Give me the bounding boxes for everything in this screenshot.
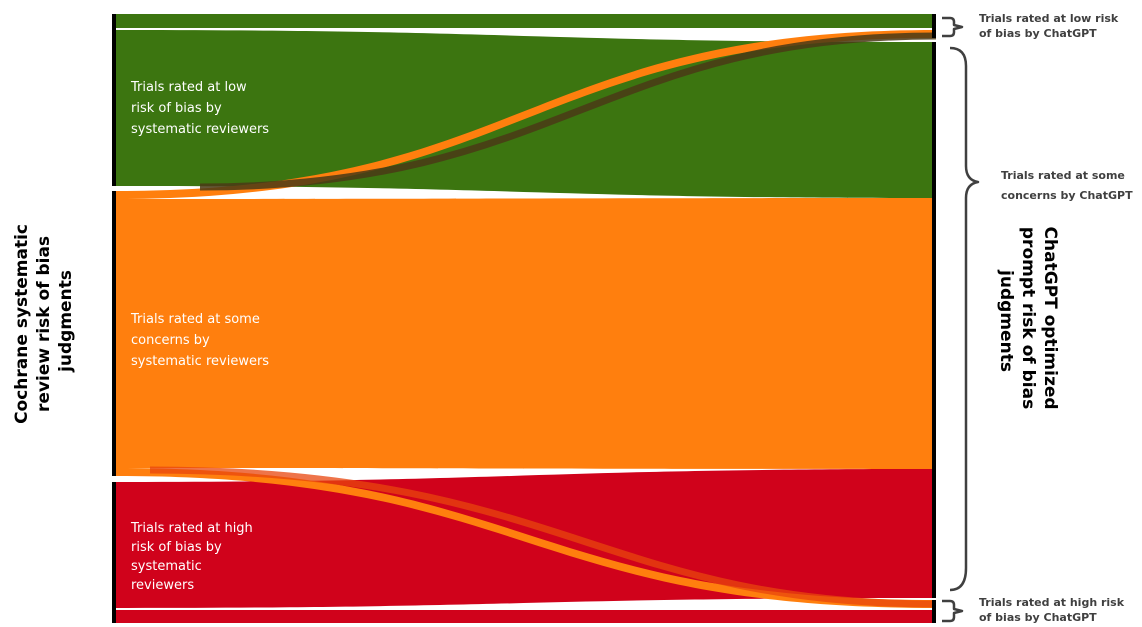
right-axis-title: ChatGPT optimized prompt risk of bias ju… <box>996 227 1060 416</box>
right-node-label-high: Trials rated at high risk of bias by Cha… <box>979 596 1128 624</box>
right-node-label-low: Trials rated at low risk of bias by Chat… <box>979 12 1122 40</box>
left-node-bar-high <box>112 482 116 623</box>
right-node-bar-high <box>932 600 936 623</box>
right-node-label-some: Trials rated at some concerns by ChatGPT <box>1001 169 1133 202</box>
right-brackets <box>942 18 978 621</box>
bracket-high <box>942 601 962 621</box>
bracket-some <box>950 48 978 590</box>
flow-high-to-high <box>116 610 936 623</box>
right-node-bar-some <box>932 42 936 598</box>
left-node-bar-low <box>112 14 116 186</box>
bracket-low <box>942 18 962 36</box>
flow-some-to-some <box>116 198 936 469</box>
left-node-bar-some <box>112 191 116 476</box>
right-node-bar-low <box>932 14 936 38</box>
flow-low-to-low <box>116 14 936 28</box>
left-axis-title: Cochrane systematic review risk of bias … <box>12 218 76 424</box>
